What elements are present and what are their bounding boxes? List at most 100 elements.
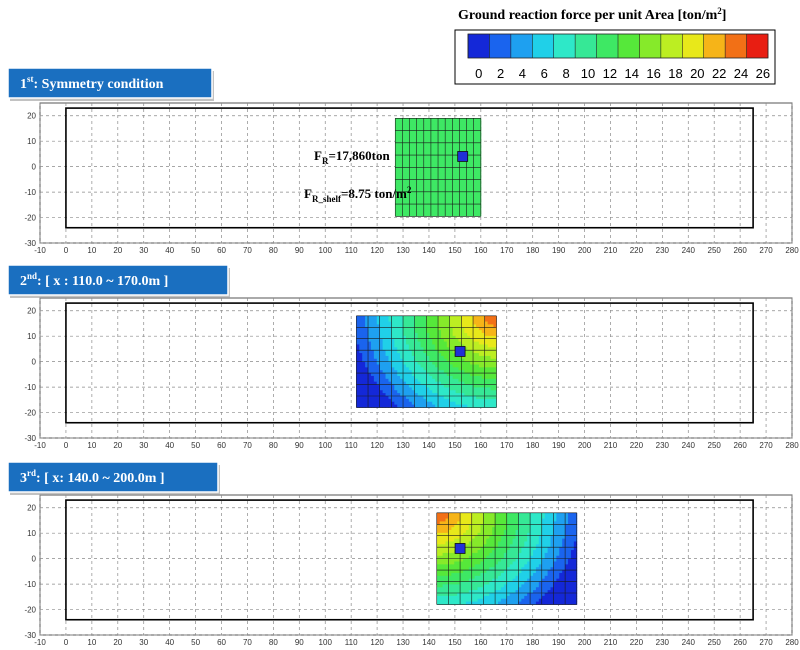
pressure-cell (391, 390, 395, 394)
pressure-cell (468, 518, 473, 522)
pressure-cell (467, 341, 471, 345)
pressure-cell (473, 148, 476, 153)
pressure-cell (471, 558, 476, 562)
pressure-cell (471, 204, 475, 208)
pressure-cell (553, 535, 557, 539)
pressure-cell (487, 373, 491, 377)
pressure-cell (411, 158, 414, 162)
pressure-cell (457, 204, 460, 208)
pressure-cell (409, 197, 412, 202)
pressure-cell (448, 182, 451, 187)
pressure-cell (448, 170, 451, 174)
pressure-cell (512, 567, 516, 571)
pressure-cell (423, 367, 427, 371)
pressure-cell (489, 555, 493, 560)
pressure-cell (465, 567, 470, 571)
pressure-cell (465, 521, 470, 525)
pressure-cell (538, 564, 543, 568)
pressure-cell (426, 350, 430, 354)
pressure-cell (425, 164, 428, 168)
pressure-cell (414, 396, 419, 400)
pressure-cell (417, 367, 421, 371)
pressure-cell (356, 367, 360, 371)
pressure-cell (391, 393, 395, 397)
pressure-cell (475, 387, 480, 391)
pressure-cell (379, 353, 384, 357)
pressure-cell (467, 364, 471, 368)
pressure-cell (414, 213, 418, 217)
pressure-cell (466, 161, 469, 165)
pressure-cell (459, 197, 462, 202)
pressure-cell (471, 570, 476, 574)
pressure-cell (475, 185, 478, 190)
pressure-cell (430, 182, 434, 187)
pressure-cell (455, 188, 459, 193)
pressure-cell (521, 538, 525, 542)
pressure-cell (398, 118, 402, 122)
pressure-cell (443, 341, 448, 345)
pressure-cell (405, 188, 409, 193)
pressure-cell (411, 398, 416, 403)
pressure-cell (465, 538, 470, 542)
pressure-cell (426, 398, 430, 403)
pressure-cell (468, 197, 471, 202)
pressure-cell (427, 176, 430, 180)
pressure-cell (465, 575, 470, 580)
pressure-cell (454, 515, 458, 519)
pressure-cell (461, 384, 465, 388)
pressure-cell (460, 535, 464, 539)
pressure-cell (466, 170, 469, 174)
pressure-cell (477, 561, 481, 565)
pressure-cell (452, 364, 456, 368)
pressure-cell (533, 518, 537, 522)
pressure-cell (495, 515, 499, 519)
pressure-cell (391, 375, 395, 380)
pressure-cell (541, 532, 546, 537)
pressure-cell (418, 191, 421, 196)
pressure-cell (438, 213, 441, 217)
pressure-cell (445, 170, 448, 174)
pressure-cell (445, 558, 449, 562)
pressure-cell (405, 327, 410, 331)
pressure-cell (459, 130, 462, 134)
pressure-cell (370, 355, 375, 360)
pressure-cell (418, 124, 421, 128)
pressure-cell (394, 378, 398, 383)
pressure-cell (442, 530, 446, 534)
pressure-cell (376, 341, 381, 345)
pressure-cell (493, 361, 497, 365)
pressure-cell (480, 547, 484, 551)
pressure-cell (477, 521, 481, 525)
pressure-cell (417, 373, 421, 377)
pressure-cell (518, 593, 522, 597)
pressure-cell (446, 136, 450, 141)
pressure-cell (461, 327, 465, 331)
pressure-cell (407, 121, 410, 125)
pressure-cell (464, 384, 468, 388)
pressure-cell (503, 561, 508, 565)
pressure-cell (409, 139, 412, 144)
pressure-cell (405, 367, 410, 371)
pressure-cell (379, 370, 384, 374)
pressure-cell (544, 567, 548, 571)
pressure-cell (436, 521, 441, 525)
pressure-cell (445, 587, 449, 591)
pressure-cell (457, 197, 460, 202)
pressure-cell (468, 547, 473, 551)
pressure-cell (450, 207, 453, 211)
pressure-cell (421, 179, 425, 183)
pressure-cell (425, 188, 428, 193)
pressure-cell (486, 567, 490, 571)
pressure-cell (473, 173, 476, 177)
pressure-cell (512, 512, 516, 517)
pressure-cell (436, 200, 439, 205)
pressure-cell (506, 590, 511, 594)
pressure-cell (446, 127, 450, 131)
pressure-cell (365, 353, 369, 357)
pressure-cell (565, 555, 569, 560)
pressure-cell (441, 188, 444, 193)
pressure-cell (418, 118, 421, 122)
pressure-cell (559, 584, 563, 588)
pressure-cell (556, 587, 560, 591)
pressure-cell (400, 358, 404, 363)
